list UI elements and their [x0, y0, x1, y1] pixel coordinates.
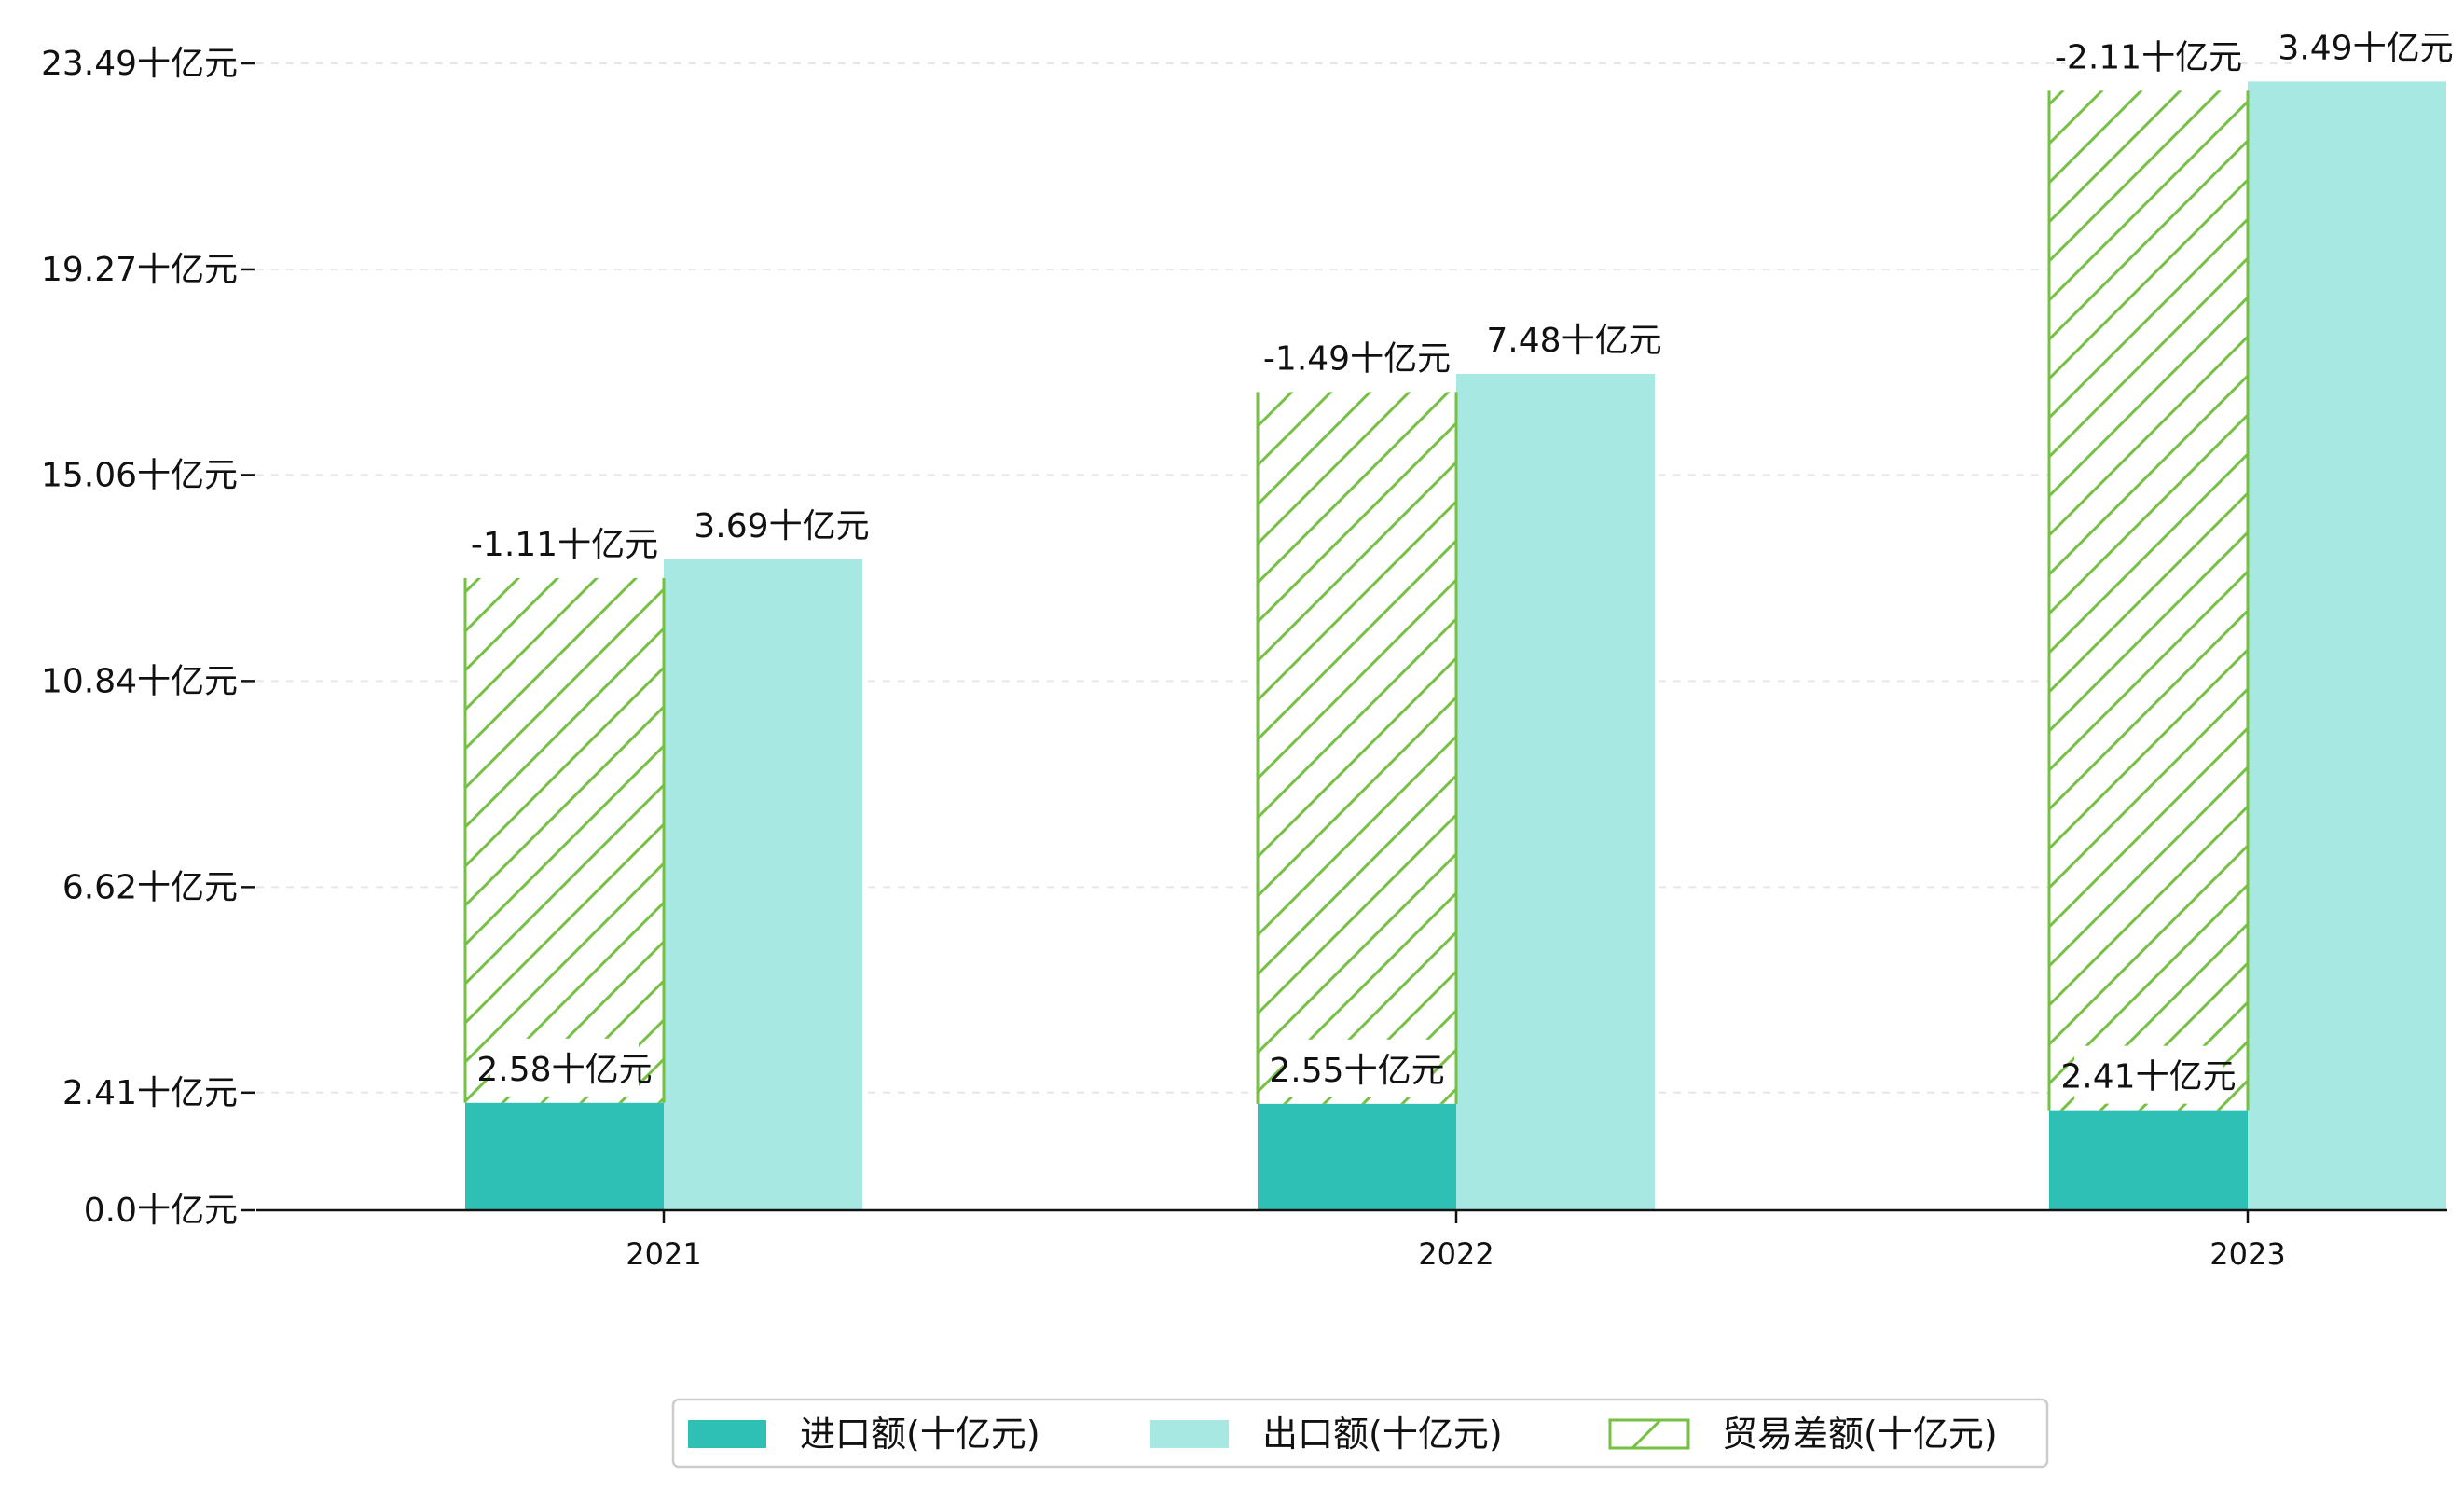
import-bar-label-bg	[1283, 1039, 1431, 1097]
balance-bar-hatch	[1258, 392, 1456, 1104]
export-bar-label-bg	[708, 495, 856, 554]
import-bar-label: 2.41十亿元	[2060, 1058, 2236, 1097]
bars	[463, 81, 2446, 1211]
balance-bar-hatch	[465, 577, 664, 1103]
bar-labels: 3.69十亿元 -1.11十亿元 2.58十亿元 7.48十亿元 -1.49十亿元 2.5…	[471, 17, 2454, 1104]
balance-bar-label-bg	[1273, 327, 1440, 386]
axes: 0.0十亿元 2.41十亿元 6.62十亿元 10.84十亿元 15.06十亿元 19.2…	[41, 45, 2447, 1272]
export-bar-label: 3.69十亿元	[694, 507, 869, 545]
balance-bar-label: -2.11十亿元	[2055, 38, 2242, 76]
legend-swatch-hatch	[1631, 1418, 1662, 1450]
export-bar	[664, 559, 862, 1210]
x-tick-label: 2021	[626, 1236, 701, 1272]
import-bar-label-bg	[2074, 1045, 2223, 1104]
y-tick-label: 0.0十亿元	[84, 1192, 238, 1230]
y-tick-label: 23.49十亿元	[41, 45, 238, 83]
balance-bar-label-bg	[2065, 26, 2232, 85]
import-bar	[1258, 1103, 1456, 1210]
export-bar-label-bg	[1500, 310, 1648, 368]
balance-bar-label: -1.49十亿元	[1263, 339, 1451, 378]
legend-label: 进口额(十亿元)	[800, 1414, 1040, 1455]
export-bar-label: 3.49十亿元	[2278, 29, 2453, 67]
export-bar	[2248, 81, 2446, 1211]
balance-bar-edge	[1256, 392, 1458, 1104]
legend-swatch	[688, 1420, 766, 1448]
balance-bar-label: -1.11十亿元	[471, 526, 658, 564]
x-tick-label: 2023	[2209, 1236, 2285, 1272]
y-tick-label: 6.62十亿元	[62, 868, 238, 906]
import-bar	[465, 1102, 664, 1210]
y-tick-label: 19.27十亿元	[41, 251, 238, 289]
y-tick-label: 10.84十亿元	[41, 662, 238, 700]
balance-bar-edge	[463, 577, 666, 1103]
export-bar-label-bg	[2292, 17, 2440, 76]
legend-swatch	[1608, 1418, 1690, 1450]
legend-swatch	[1150, 1420, 1229, 1448]
balance-bar-hatch	[2049, 90, 2248, 1111]
balance-bar-label-bg	[481, 513, 648, 572]
legend-label: 出口额(十亿元)	[1262, 1414, 1503, 1455]
legend-label: 贸易差额(十亿元)	[1722, 1414, 1998, 1455]
export-bar	[1456, 374, 1655, 1210]
balance-bar-edge	[2047, 90, 2250, 1111]
import-bar-label: 2.55十亿元	[1269, 1052, 1444, 1090]
import-bar-label: 2.58十亿元	[476, 1051, 652, 1089]
y-tick-label: 2.41十亿元	[62, 1074, 238, 1112]
export-bar-label: 7.48十亿元	[1486, 322, 1661, 360]
import-bar	[2049, 1110, 2248, 1210]
legend-frame	[671, 1398, 2049, 1469]
x-tick-label: 2022	[1418, 1236, 1494, 1272]
import-bar-label-bg	[490, 1038, 639, 1097]
legend: 进口额(十亿元) 出口额(十亿元) 贸易差额(十亿元)	[671, 1398, 2049, 1469]
y-tick-label: 15.06十亿元	[41, 456, 238, 494]
